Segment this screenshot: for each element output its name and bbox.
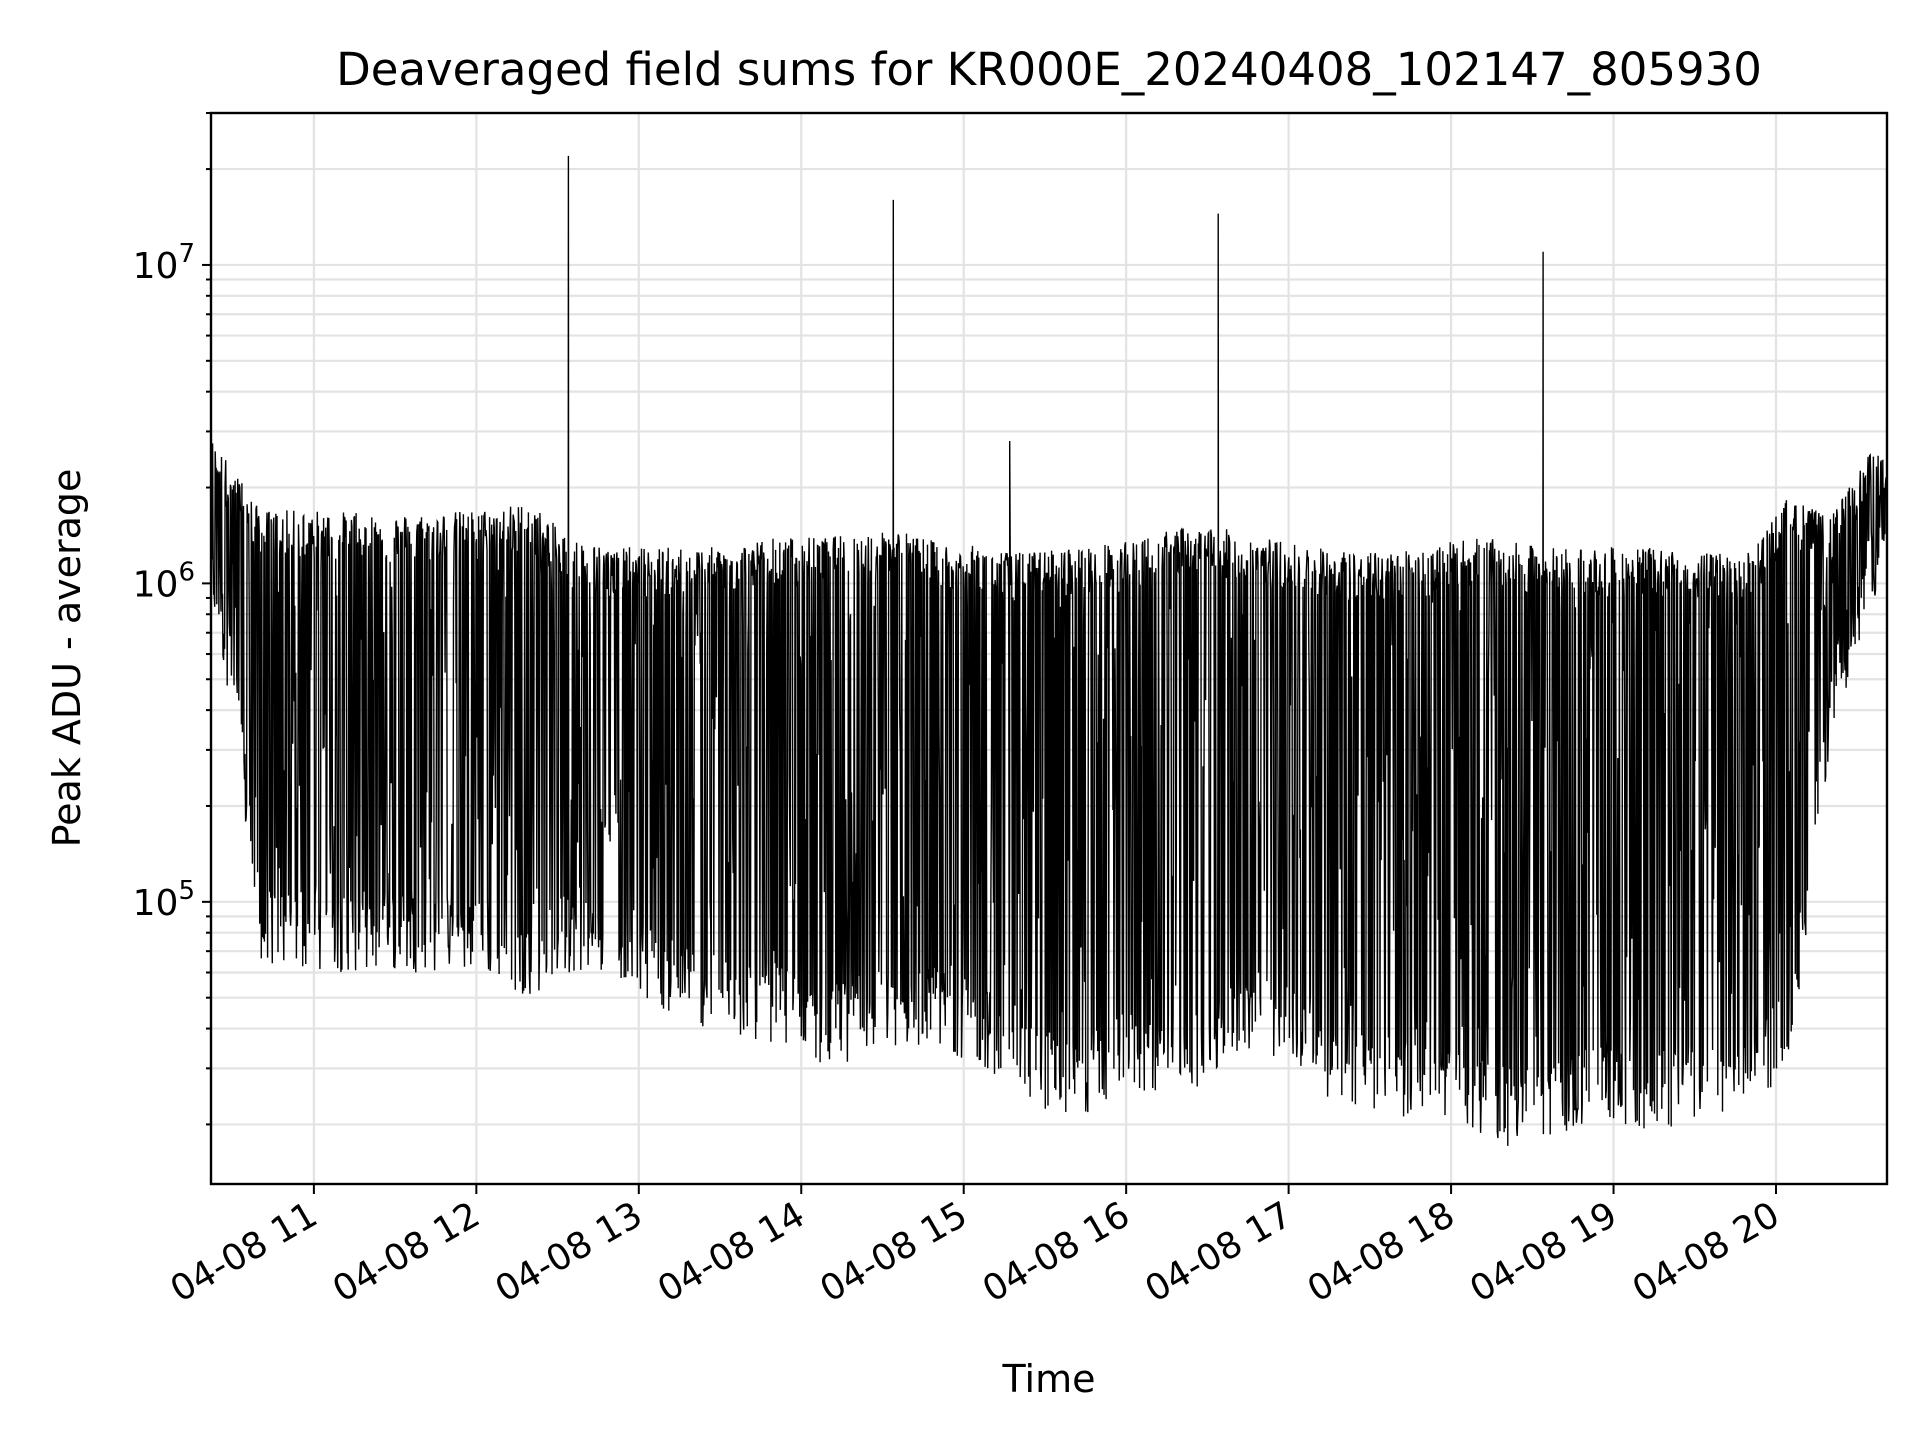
x-axis-label: Time [1002,1357,1096,1401]
series-line-group [210,155,1888,1146]
series-line [210,155,1888,1146]
x-tick-label: 04-08 16 [976,1194,1137,1310]
y-tick-label: 105 [133,876,195,924]
y-tick-label: 107 [133,239,195,287]
y-axis-label: Peak ADU - average [45,469,89,848]
plot-frame [209,111,1889,1186]
chart-title: Deaveraged field sums for KR000E_2024040… [336,43,1762,96]
x-tick-label: 04-08 15 [814,1194,975,1310]
x-tick-label: 04-08 12 [326,1194,487,1310]
x-tick-label: 04-08 13 [489,1194,650,1310]
y-tick-label: 106 [133,557,195,605]
x-tick-label: 04-08 19 [1463,1194,1624,1310]
x-tick-label: 04-08 17 [1138,1194,1299,1310]
x-tick-label: 04-08 11 [164,1194,325,1310]
x-tick-label: 04-08 20 [1626,1194,1787,1310]
x-tick-label: 04-08 14 [651,1194,812,1310]
x-tick-label: 04-08 18 [1301,1194,1462,1310]
